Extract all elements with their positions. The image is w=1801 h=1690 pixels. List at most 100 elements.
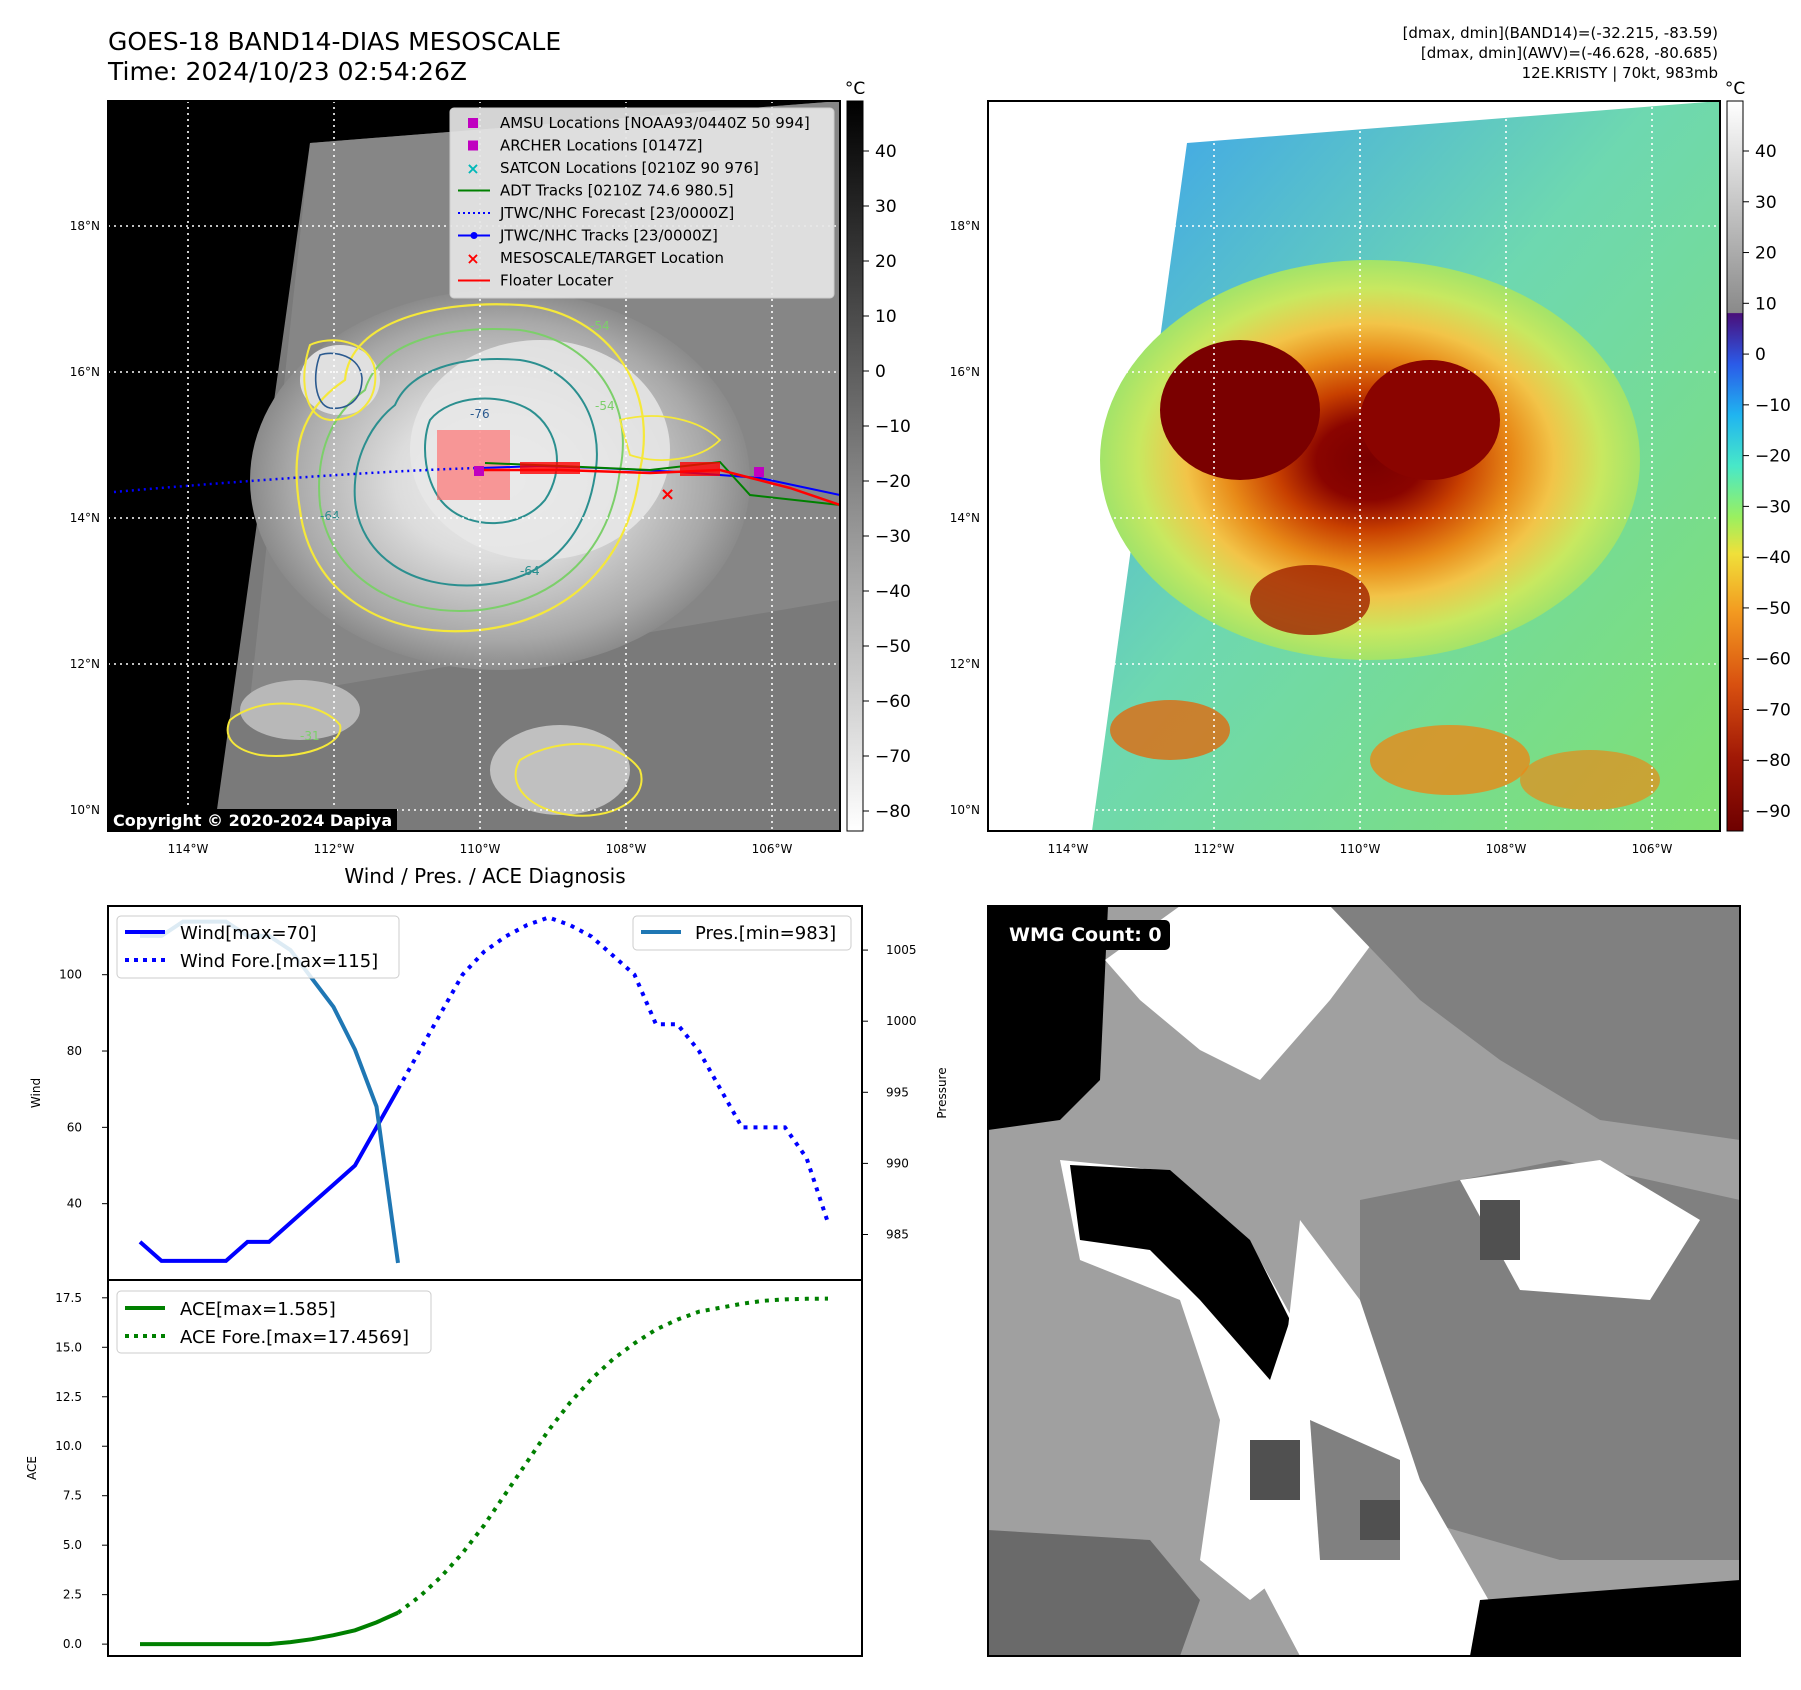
left-colorbar: [846, 100, 864, 832]
lat-tick-label: 16°N: [950, 365, 980, 379]
legend-wind-fore: Wind Fore.[max=115]: [180, 951, 378, 972]
lon-tick-label: 114°W: [1048, 842, 1089, 856]
legend-entry: Floater Locater: [458, 272, 614, 290]
jtwc-forecast-track: [113, 466, 481, 494]
colorbar-tick-label: −80: [875, 802, 911, 822]
legend-ace: ACE[max=1.585]: [180, 1299, 336, 1320]
right-colorbar: [1726, 100, 1744, 832]
wind-legend: Wind[max=70] Wind Fore.[max=115]: [116, 915, 400, 979]
contour-label: -64: [320, 509, 340, 523]
legend-marker: [470, 232, 478, 239]
lon-tick-label: 112°W: [314, 842, 355, 856]
left-colorbar-ticks: 40 30 20 10 0 −10 −20 −30 −40 −50 −60 −70 −80: [863, 142, 911, 822]
target-x-marker: ×: [660, 484, 675, 505]
lon-tick-label: 108°W: [606, 842, 647, 856]
wind-tick-label: 40: [67, 1197, 82, 1211]
legend-marker: [468, 118, 478, 128]
colorbar-tick-label: −60: [1755, 650, 1791, 670]
ace-series-line: [140, 1610, 399, 1647]
meta-band14-range: [dmax, dmin](BAND14)=(-32.215, -83.59): [1403, 24, 1718, 42]
lat-tick-label: 10°N: [950, 803, 980, 817]
colorbar-tick-label: 10: [1755, 294, 1777, 314]
ace-tick-label: 12.5: [55, 1390, 82, 1404]
lat-tick-label: 12°N: [70, 657, 100, 671]
legend-label: AMSU Locations [NOAA93/0440Z 50 994]: [500, 114, 810, 132]
legend-entry: JTWC/NHC Tracks [23/0000Z]: [458, 227, 718, 245]
legend-ace-fore: ACE Fore.[max=17.4569]: [180, 1327, 409, 1348]
diagnosis-plot: 100 80 60 40 1005 1000 995 990 985 17.5 15.0 12.5 10…: [55, 915, 917, 1651]
legend-entry: AMSU Locations [NOAA93/0440Z 50 994]: [468, 114, 810, 132]
colorbar-tick-label: −10: [1755, 396, 1791, 416]
lon-tick-label: 110°W: [1340, 842, 1381, 856]
ace-tick-label: 5.0: [63, 1538, 82, 1552]
legend-label: JTWC/NHC Forecast [23/0000Z]: [499, 204, 734, 222]
legend-marker: ×: [466, 249, 479, 268]
ace-tick-label: 7.5: [63, 1489, 82, 1503]
colorbar-tick-label: −70: [875, 747, 911, 767]
pres-tick-label: 1000: [886, 1014, 917, 1028]
figure-title: GOES-18 BAND14-DIAS MESOSCALE: [108, 27, 561, 56]
colorbar-tick-label: −70: [1755, 700, 1791, 720]
wmg-panel: [988, 906, 1740, 1656]
map-legend: AMSU Locations [NOAA93/0440Z 50 994] ARCH…: [449, 107, 835, 299]
lat-tick-label: 10°N: [70, 803, 100, 817]
left-map-frame: [107, 100, 841, 832]
ace-forecast-series-line: [396, 1296, 829, 1615]
ace-axis-label: ACE: [25, 1456, 39, 1480]
ace-tick-label: 2.5: [63, 1588, 82, 1602]
wind-tick-label: 80: [67, 1044, 82, 1058]
lon-tick-label: 106°W: [752, 842, 793, 856]
colorbar-tick-label: 40: [875, 142, 897, 162]
map-axis-ticks: 114°W 112°W 110°W 108°W 106°W 18°N 16°N 14°N 12°…: [70, 219, 1673, 856]
contour-label: -31: [300, 729, 320, 743]
lat-tick-label: 14°N: [950, 511, 980, 525]
colorbar-tick-label: 30: [1755, 193, 1777, 213]
legend-entry: ARCHER Locations [0147Z]: [468, 137, 703, 155]
right-colorbar-ticks: 40 30 20 10 0 −10 −20 −30 −40 −50 −60 −70 −80 −90: [1743, 142, 1791, 822]
figure-timestamp: Time: 2024/10/23 02:54:26Z: [107, 57, 467, 86]
ace-tick-label: 15.0: [55, 1340, 82, 1354]
colorbar-tick-label: −40: [1755, 548, 1791, 568]
pres-tick-label: 995: [886, 1085, 909, 1099]
legend-marker: [468, 140, 478, 151]
copyright-badge: Copyright © 2020-2024 Dapiya: [108, 809, 398, 832]
contour-label: -54: [590, 319, 610, 333]
right-map-gridlines: [988, 101, 1720, 831]
legend-marker: ×: [466, 159, 479, 178]
colorbar-tick-label: −50: [1755, 599, 1791, 619]
legend-pres: Pres.[min=983]: [695, 923, 836, 944]
colorbar-tick-label: −90: [1755, 802, 1791, 822]
lon-tick-label: 108°W: [1486, 842, 1527, 856]
legend-label: JTWC/NHC Tracks [23/0000Z]: [499, 227, 718, 245]
right-colorbar-unit: °C: [1725, 79, 1745, 99]
wind-axis-label: Wind: [29, 1078, 43, 1108]
wind-tick-label: 100: [59, 968, 82, 982]
pressure-axis-label: Pressure: [935, 1067, 949, 1118]
legend-entry: × SATCON Locations [0210Z 90 976]: [466, 159, 759, 178]
contour-label: -54: [595, 399, 615, 413]
colorbar-tick-label: 0: [1755, 345, 1766, 365]
left-colorbar-unit: °C: [845, 79, 865, 99]
colorbar-tick-label: −30: [1755, 497, 1791, 517]
wind-series-line: [138, 1088, 400, 1263]
contour-label: -64: [520, 564, 540, 578]
colorbar-tick-label: 10: [875, 307, 897, 327]
ace-tick-label: 10.0: [55, 1439, 82, 1453]
mesoscale-target-box: [437, 430, 510, 500]
pres-tick-label: 990: [886, 1156, 909, 1170]
colorbar-tick-label: 20: [1755, 244, 1777, 264]
colorbar-tick-label: 20: [875, 252, 897, 272]
pres-tick-label: 1005: [886, 943, 917, 957]
legend-label: ADT Tracks [0210Z 74.6 980.5]: [500, 182, 734, 200]
colorbar-tick-label: 40: [1755, 142, 1777, 162]
right-map: [988, 101, 1720, 831]
legend-label: ARCHER Locations [0147Z]: [500, 137, 703, 155]
lat-tick-label: 14°N: [70, 511, 100, 525]
colorbar-tick-label: 30: [875, 197, 897, 217]
colorbar-tick-label: −50: [875, 637, 911, 657]
wmg-count-badge: WMG Count: 0: [1001, 920, 1170, 950]
wmg-frame: [987, 905, 1741, 1657]
colorbar-tick-label: −40: [875, 582, 911, 602]
ace-tick-label: 17.5: [55, 1291, 82, 1305]
